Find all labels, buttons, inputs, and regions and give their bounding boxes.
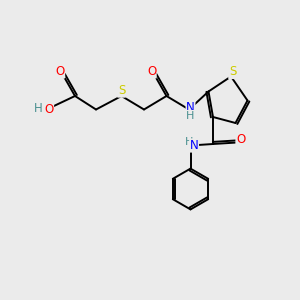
Text: H: H (34, 101, 43, 115)
Text: O: O (147, 65, 156, 78)
Text: N: N (190, 139, 199, 152)
Text: O: O (56, 65, 64, 78)
Text: S: S (229, 65, 236, 79)
Text: N: N (186, 100, 195, 114)
Text: S: S (118, 84, 125, 97)
Text: O: O (44, 103, 53, 116)
Text: H: H (186, 110, 195, 121)
Text: O: O (236, 133, 245, 146)
Text: H: H (185, 137, 193, 147)
